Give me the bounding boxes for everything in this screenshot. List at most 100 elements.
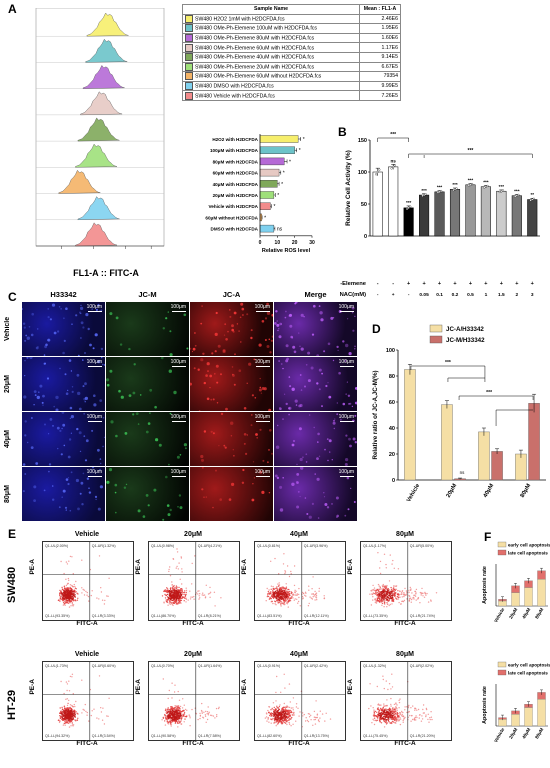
flow-point (199, 717, 201, 720)
flow-point (378, 591, 380, 594)
flow-point (174, 707, 177, 709)
micro-cell-dot (84, 382, 87, 386)
micro-cell-dot (232, 373, 234, 376)
flow-point (388, 716, 390, 718)
sample-mean: 9.14E5 (359, 51, 401, 63)
histogram-curve (75, 143, 118, 168)
flow-point (177, 593, 180, 595)
flow-point (393, 719, 396, 722)
flow-point (68, 560, 70, 562)
micro-cell-dot (296, 473, 300, 476)
micro-cell-dot (252, 461, 255, 463)
micro-cell-dot (260, 392, 263, 394)
panel-letter-d: D (372, 322, 381, 336)
flow-point (189, 590, 191, 592)
flow-point (388, 721, 390, 723)
flow-point (61, 706, 63, 709)
flow-point (279, 704, 281, 706)
flow-point (61, 713, 64, 715)
flow-point (387, 688, 389, 691)
flow-point (272, 715, 275, 717)
flow-point (180, 594, 182, 596)
flow-point (171, 697, 173, 699)
micro-cell-dot (36, 328, 39, 330)
flow-point (383, 594, 386, 596)
flow-point (217, 707, 220, 710)
flow-point (209, 591, 212, 593)
flow-point (191, 583, 193, 585)
micro-cell-dot (251, 498, 255, 502)
activity-point (390, 167, 393, 170)
flow-point (427, 718, 429, 721)
micro-cell-dot (142, 515, 146, 518)
micro-cell-dot (229, 315, 232, 318)
micro-cell-dot (222, 349, 226, 354)
micro-cell-dot (298, 332, 300, 334)
micro-cell-dot (282, 477, 284, 479)
flow-point (171, 682, 173, 684)
flow-point (399, 718, 402, 720)
flow-point (64, 590, 67, 593)
flow-point (383, 703, 385, 705)
flow-x-axis-label: FITC-A (182, 620, 204, 627)
flow-point (107, 595, 109, 597)
flow-point (65, 721, 67, 724)
quadrant-ur-label: Q1-UR(2.02%) (409, 664, 434, 668)
micro-cell-dots (278, 357, 357, 410)
micro-cell-dot (183, 443, 187, 447)
micro-cell-dot (60, 453, 63, 456)
flow-point (184, 708, 187, 711)
flow-point (179, 589, 181, 591)
flow-point (386, 606, 388, 608)
micro-cell-dot (49, 318, 52, 321)
flow-point (393, 588, 396, 591)
flow-point (283, 673, 285, 675)
micro-cell-dot (262, 459, 265, 462)
micro-cell-dot (76, 427, 79, 431)
flow-point (68, 680, 70, 682)
flow-point (176, 590, 179, 593)
histogram-curve (86, 12, 129, 37)
flow-point (289, 709, 291, 712)
flow-point (74, 596, 76, 598)
micro-cell-dot (302, 456, 304, 459)
micro-image-cell: 100μm (22, 412, 105, 466)
flow-point (284, 600, 286, 602)
micro-cell-dot (132, 391, 136, 395)
flow-point (66, 711, 68, 713)
flow-point (106, 715, 108, 717)
micro-cell-dot (194, 332, 196, 334)
micro-cell-dot (261, 490, 265, 494)
flow-point (275, 721, 277, 723)
flow-point (268, 706, 270, 708)
flow-point (62, 601, 65, 604)
jc-y-tick-label: 60 (389, 400, 395, 406)
flow-point (318, 587, 320, 590)
flow-point (386, 603, 389, 606)
flow-point (415, 715, 417, 717)
flow-point (379, 572, 382, 575)
flow-point (60, 680, 62, 683)
quadrant-ul-label: Q1-UL(0.91%) (257, 664, 281, 668)
micro-cell-dot (39, 384, 43, 388)
flow-point (208, 711, 210, 713)
flow-point (66, 689, 68, 692)
flow-point (183, 721, 185, 723)
micro-cell-dot (203, 496, 205, 498)
flow-point (59, 589, 61, 592)
flow-point (285, 706, 287, 708)
micro-cell-dot (355, 387, 357, 390)
flow-point (404, 587, 406, 590)
flow-point (214, 605, 216, 607)
scale-label: 100μm (86, 304, 102, 310)
flow-point (408, 591, 410, 593)
micro-cell-dot (100, 462, 102, 465)
flow-point (164, 597, 167, 599)
micro-cell-dot (352, 329, 355, 332)
micro-cell-dot (293, 350, 297, 354)
flow-point (393, 599, 395, 601)
activity-point (409, 205, 412, 208)
flow-point (57, 599, 60, 602)
micro-cell-dot (194, 344, 197, 347)
flow-point (267, 717, 269, 719)
